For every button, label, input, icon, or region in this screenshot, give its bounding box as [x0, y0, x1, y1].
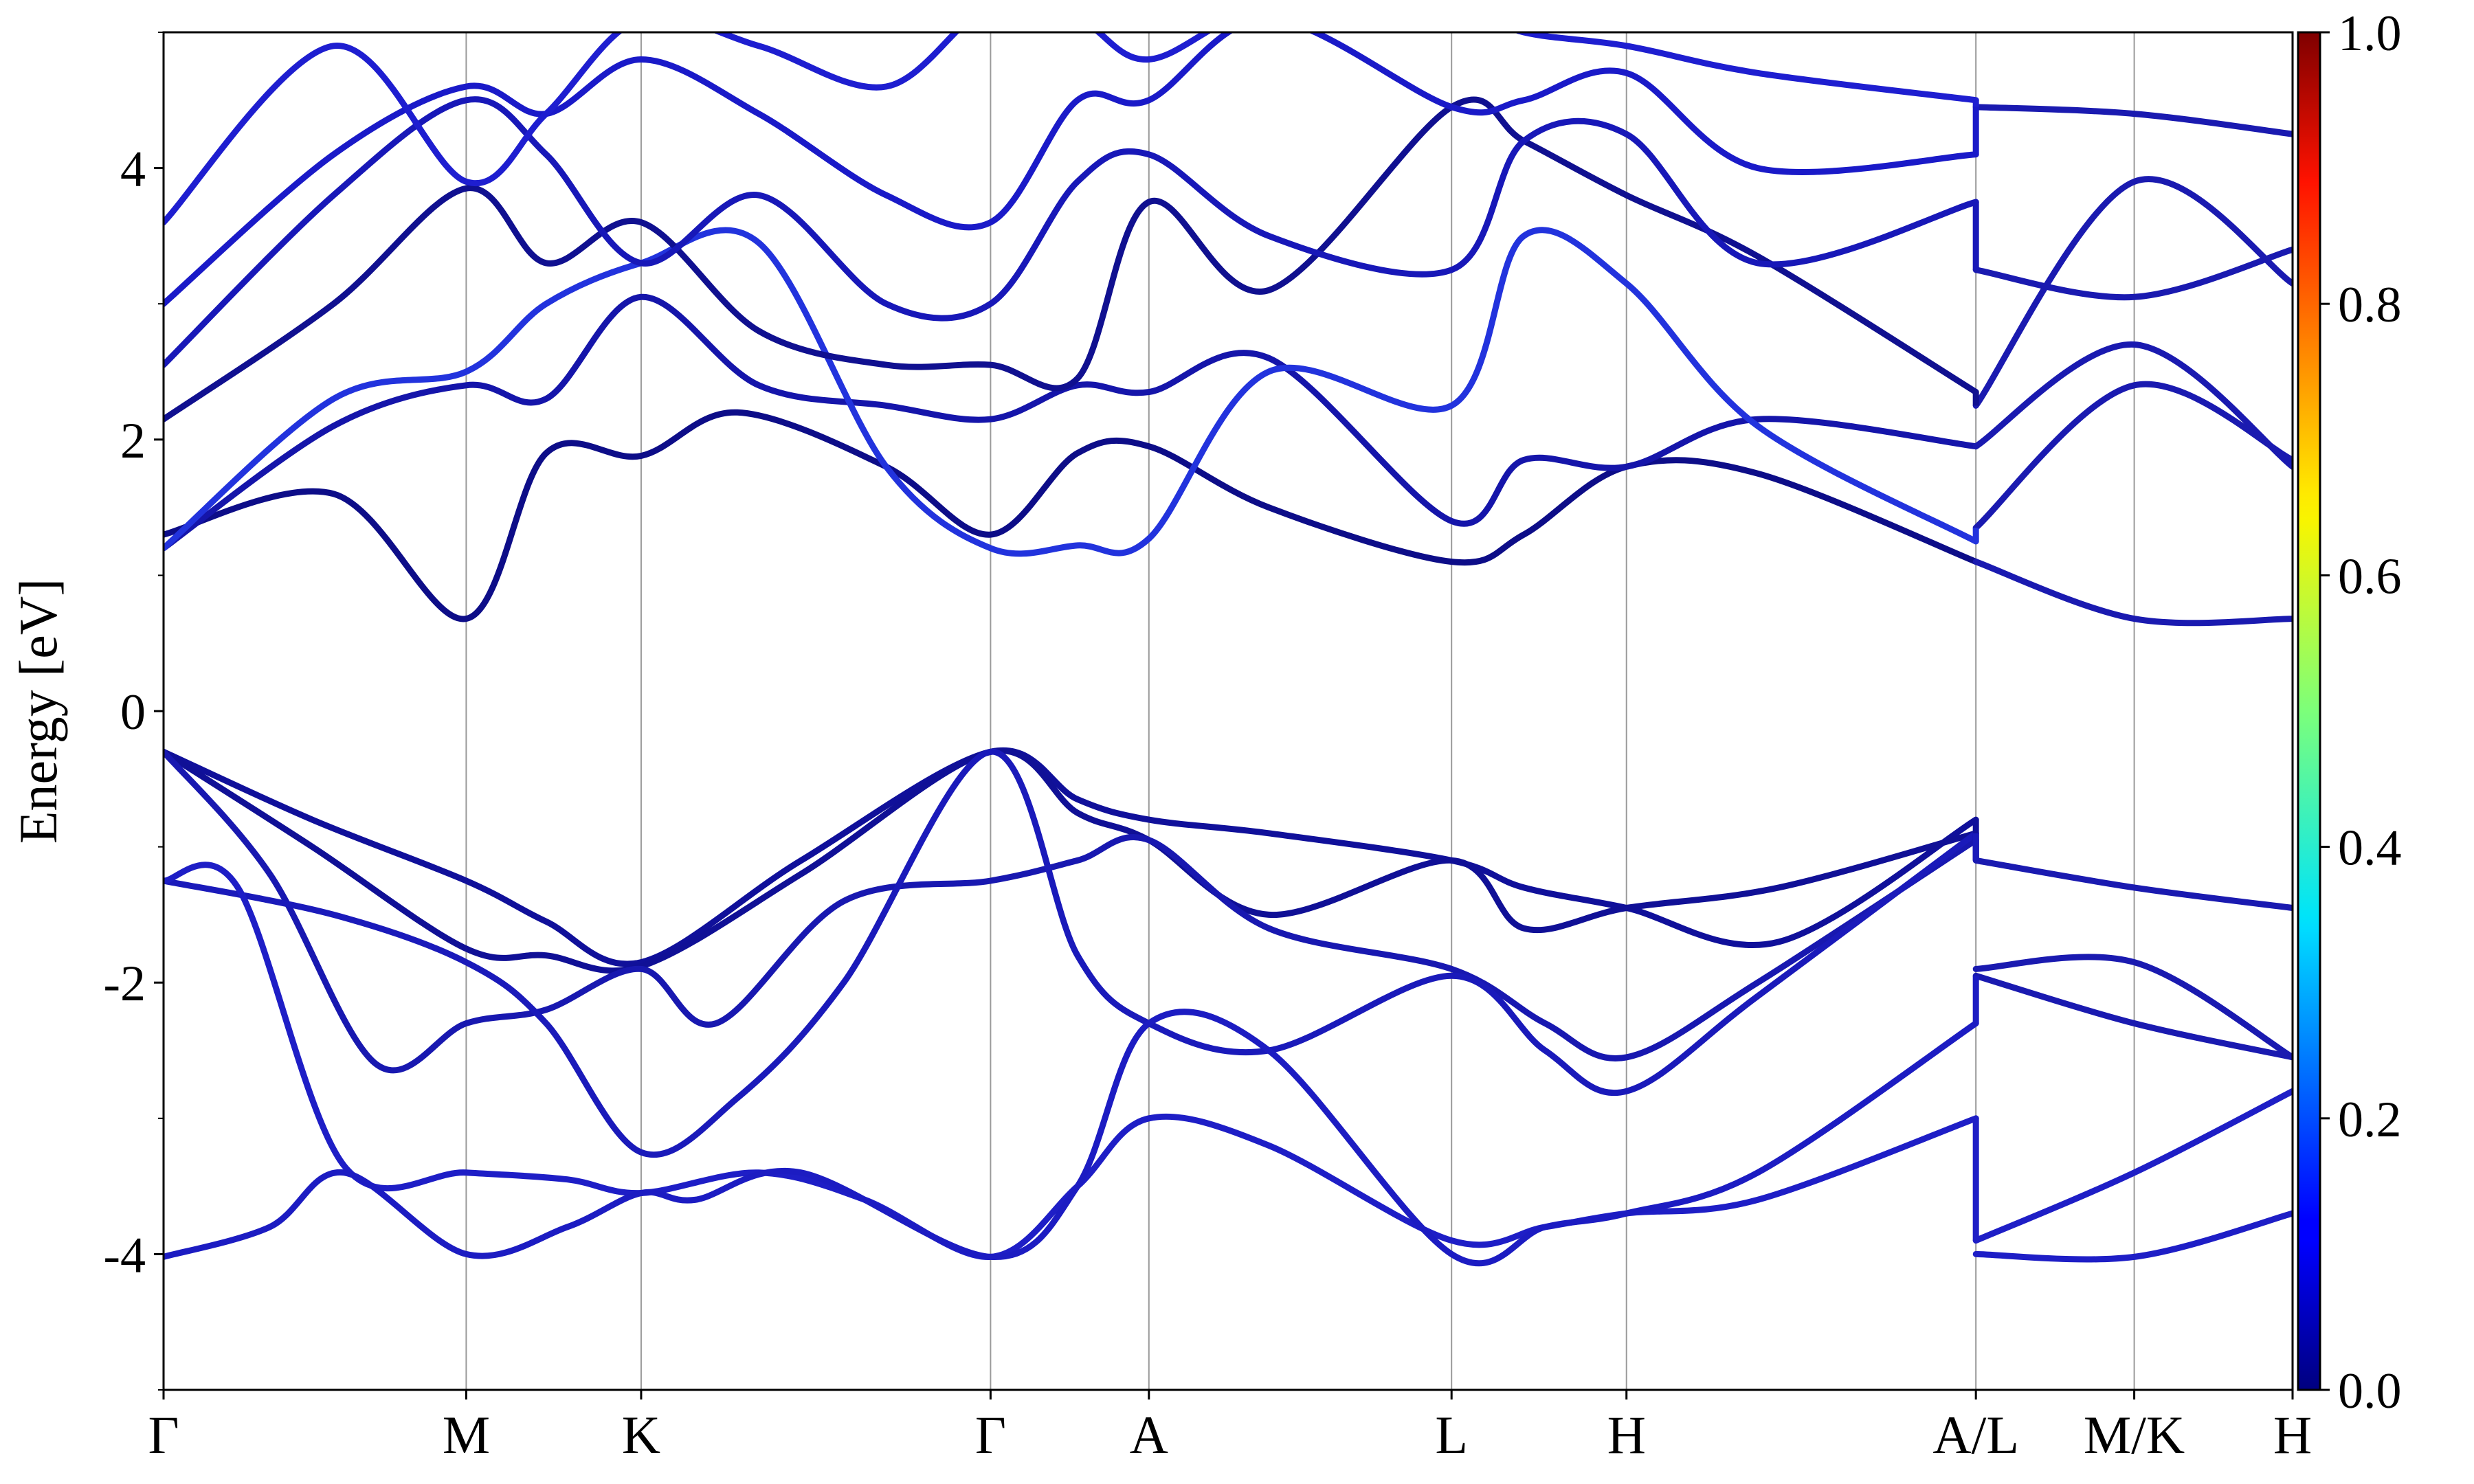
band-line	[164, 227, 1979, 557]
x-tick-label: L	[1435, 1405, 1468, 1465]
band-line	[164, 96, 1979, 368]
band-line	[164, 1009, 1979, 1267]
x-tick-label: H	[2273, 1405, 2312, 1465]
plot-area: -4 -2 0 2 4 Γ M K Γ A L H A/L M/K H Energy [eV]	[8, 31, 2312, 1465]
band-line	[164, 747, 1979, 974]
band-line	[164, 748, 1979, 1158]
x-tick-label: Γ	[148, 1405, 179, 1465]
x-tick-label: H	[1607, 1405, 1646, 1465]
band-line	[1972, 381, 2293, 531]
x-axis: Γ M K Γ A L H A/L M/K H	[148, 1390, 2312, 1465]
band-line	[164, 409, 1979, 622]
x-tick-label: M/K	[2084, 1405, 2185, 1465]
band-line	[1972, 176, 2293, 409]
colorbar-tick-label: 1.0	[2338, 5, 2402, 62]
y-axis-label: Energy [eV]	[8, 578, 68, 844]
band-line	[1972, 104, 2293, 137]
colorbar-tick-label: 0.4	[2338, 820, 2402, 877]
colorbar: 0.0 0.2 0.4 0.6 0.8 1.0	[2297, 5, 2402, 1419]
y-tick-label: -4	[103, 1227, 146, 1283]
band-line	[1972, 954, 2293, 1061]
x-tick-label: A	[1130, 1405, 1168, 1465]
y-tick-label: 2	[120, 413, 146, 469]
band-line	[1972, 1088, 2293, 1244]
x-tick-label: A/L	[1932, 1405, 2019, 1465]
band-line	[1972, 341, 2293, 470]
band-line	[1972, 559, 2293, 627]
x-tick-label: M	[443, 1405, 490, 1465]
x-tick-label: Γ	[975, 1405, 1006, 1465]
band-line	[1972, 972, 2293, 1061]
x-tick-label: K	[622, 1405, 660, 1465]
band-line	[164, 293, 1979, 552]
band-line	[164, 32, 1979, 307]
band-lines	[164, 32, 2293, 1267]
colorbar-gradient	[2297, 31, 2321, 1391]
y-axis: -4 -2 0 2 4	[103, 32, 164, 1391]
colorbar-tick-label: 0.6	[2338, 548, 2402, 605]
band-line	[164, 96, 1979, 423]
y-tick-label: 0	[120, 684, 146, 741]
colorbar-tick-label: 0.0	[2338, 1363, 2402, 1419]
band-line	[164, 748, 1979, 1074]
band-line	[1972, 246, 2293, 301]
y-tick-label: 4	[120, 142, 146, 198]
band-line	[1972, 857, 2293, 911]
y-tick-label: -2	[103, 956, 146, 1012]
colorbar-tick-label: 0.8	[2338, 277, 2402, 333]
band-line	[164, 32, 1979, 226]
band-line	[1972, 1210, 2293, 1263]
colorbar-ticks: 0.0 0.2 0.4 0.6 0.8 1.0	[2320, 5, 2402, 1419]
colorbar-tick-label: 0.2	[2338, 1092, 2402, 1148]
